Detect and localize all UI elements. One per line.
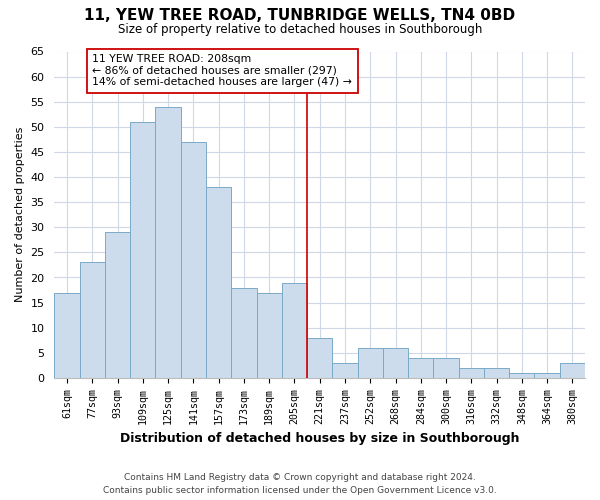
Bar [408,358,433,378]
Bar [358,348,383,378]
Bar [105,232,130,378]
Bar [433,358,458,378]
Bar [509,373,535,378]
Bar [206,187,231,378]
Bar [55,292,80,378]
Text: 11 YEW TREE ROAD: 208sqm
← 86% of detached houses are smaller (297)
14% of semi-: 11 YEW TREE ROAD: 208sqm ← 86% of detach… [92,54,352,87]
Bar [535,373,560,378]
Bar [231,288,257,378]
Bar [80,262,105,378]
Text: Size of property relative to detached houses in Southborough: Size of property relative to detached ho… [118,22,482,36]
X-axis label: Distribution of detached houses by size in Southborough: Distribution of detached houses by size … [120,432,520,445]
Bar [130,122,155,378]
Bar [332,363,358,378]
Bar [484,368,509,378]
Text: 11, YEW TREE ROAD, TUNBRIDGE WELLS, TN4 0BD: 11, YEW TREE ROAD, TUNBRIDGE WELLS, TN4 … [85,8,515,22]
Bar [383,348,408,378]
Bar [155,106,181,378]
Text: Contains HM Land Registry data © Crown copyright and database right 2024.
Contai: Contains HM Land Registry data © Crown c… [103,473,497,495]
Bar [458,368,484,378]
Bar [282,282,307,378]
Bar [181,142,206,378]
Bar [257,292,282,378]
Y-axis label: Number of detached properties: Number of detached properties [15,127,25,302]
Bar [560,363,585,378]
Bar [307,338,332,378]
